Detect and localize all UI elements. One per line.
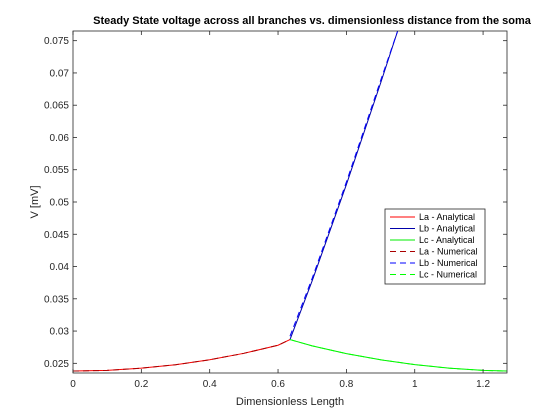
legend-entry-5: Lb - Numerical xyxy=(419,258,478,268)
y-tick-label: 0.06 xyxy=(50,133,70,144)
y-tick-label: 0.025 xyxy=(44,359,69,370)
legend-box xyxy=(384,208,486,285)
y-tick-label: 0.075 xyxy=(44,36,69,47)
y-tick-label: 0.05 xyxy=(50,198,70,209)
y-tick-label: 0.04 xyxy=(50,262,70,273)
y-tick-label: 0.07 xyxy=(50,68,70,79)
series-line-5 xyxy=(289,31,399,337)
legend-entry-2: Lb - Analytical xyxy=(419,224,475,234)
y-tick-label: 0.055 xyxy=(44,165,69,176)
x-tick-label: 0.2 xyxy=(134,379,148,390)
chart-title: Steady State voltage across all branches… xyxy=(93,15,532,27)
series-line-4 xyxy=(73,339,291,372)
x-axis-label: Dimensionless Length xyxy=(236,396,344,408)
legend-entry-3: Lc - Analytical xyxy=(419,235,475,245)
series-layer xyxy=(73,31,507,372)
x-tick-label: 0.8 xyxy=(339,379,353,390)
y-tick-label: 0.045 xyxy=(44,230,69,241)
y-tick-label: 0.035 xyxy=(44,294,69,305)
series-line-2 xyxy=(289,31,399,340)
x-tick-label: 0.4 xyxy=(203,379,217,390)
legend-entry-6: Lc - Numerical xyxy=(419,270,477,280)
x-tick-label: 0.6 xyxy=(271,379,285,390)
plot-area xyxy=(73,31,507,373)
axes-layer: 0 0.2 0.4 0.6 0.8 1 1.2 0.025 0.03 0.035 0.04 0.045… xyxy=(44,30,508,390)
x-tick-label: 0 xyxy=(70,379,76,390)
y-tick-label: 0.03 xyxy=(50,327,70,338)
x-tick-label: 1 xyxy=(412,379,418,390)
series-line-6 xyxy=(289,339,507,372)
x-tick-label: 1.2 xyxy=(476,379,490,390)
y-tick-label: 0.065 xyxy=(44,101,69,112)
y-axis-label: V [mV] xyxy=(29,185,41,218)
legend-entry-4: La - Numerical xyxy=(419,247,478,257)
legend-entry-1: La - Analytical xyxy=(419,212,475,222)
